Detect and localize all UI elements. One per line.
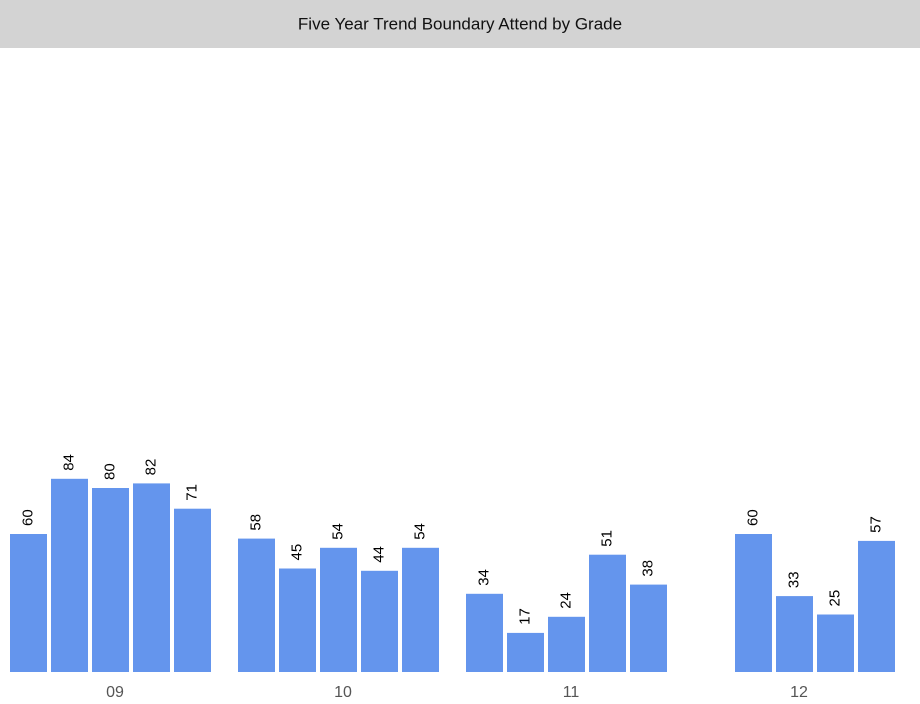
chart-title: Five Year Trend Boundary Attend by Grade (298, 14, 622, 33)
bar (548, 616, 585, 672)
value-label: 44 (370, 546, 387, 563)
value-label: 82 (142, 459, 159, 476)
bar (507, 632, 544, 672)
x-tick-label: 09 (106, 684, 124, 701)
bar (858, 540, 895, 672)
value-label: 58 (247, 514, 264, 531)
value-label: 60 (19, 509, 36, 526)
value-label: 84 (60, 454, 77, 471)
value-label: 71 (183, 484, 200, 501)
bar (279, 568, 316, 672)
bar (361, 570, 398, 672)
value-label: 38 (639, 560, 656, 577)
bar (466, 593, 503, 672)
value-label: 51 (598, 530, 615, 547)
bar (735, 534, 772, 672)
bar (402, 547, 439, 672)
bar (51, 478, 88, 672)
value-label: 60 (744, 509, 761, 526)
x-tick-label: 10 (334, 684, 352, 701)
bar (10, 534, 47, 672)
bar (817, 614, 854, 672)
value-label: 33 (785, 571, 802, 588)
title-bar (0, 0, 920, 48)
value-label: 54 (411, 523, 428, 540)
x-tick-label: 11 (563, 684, 580, 701)
x-tick-label: 12 (790, 684, 808, 701)
bar (776, 596, 813, 672)
bar (589, 554, 626, 672)
value-label: 34 (475, 569, 492, 586)
bar (630, 584, 667, 672)
value-label: 17 (516, 608, 533, 625)
value-label: 80 (101, 463, 118, 480)
value-label: 45 (288, 544, 305, 561)
bar (92, 488, 129, 672)
bar (174, 508, 211, 672)
value-label: 25 (826, 590, 843, 607)
bar (238, 538, 275, 672)
bar (133, 483, 170, 672)
value-label: 24 (557, 592, 574, 609)
bar (320, 547, 357, 672)
value-label: 54 (329, 523, 346, 540)
value-label: 57 (867, 516, 884, 533)
